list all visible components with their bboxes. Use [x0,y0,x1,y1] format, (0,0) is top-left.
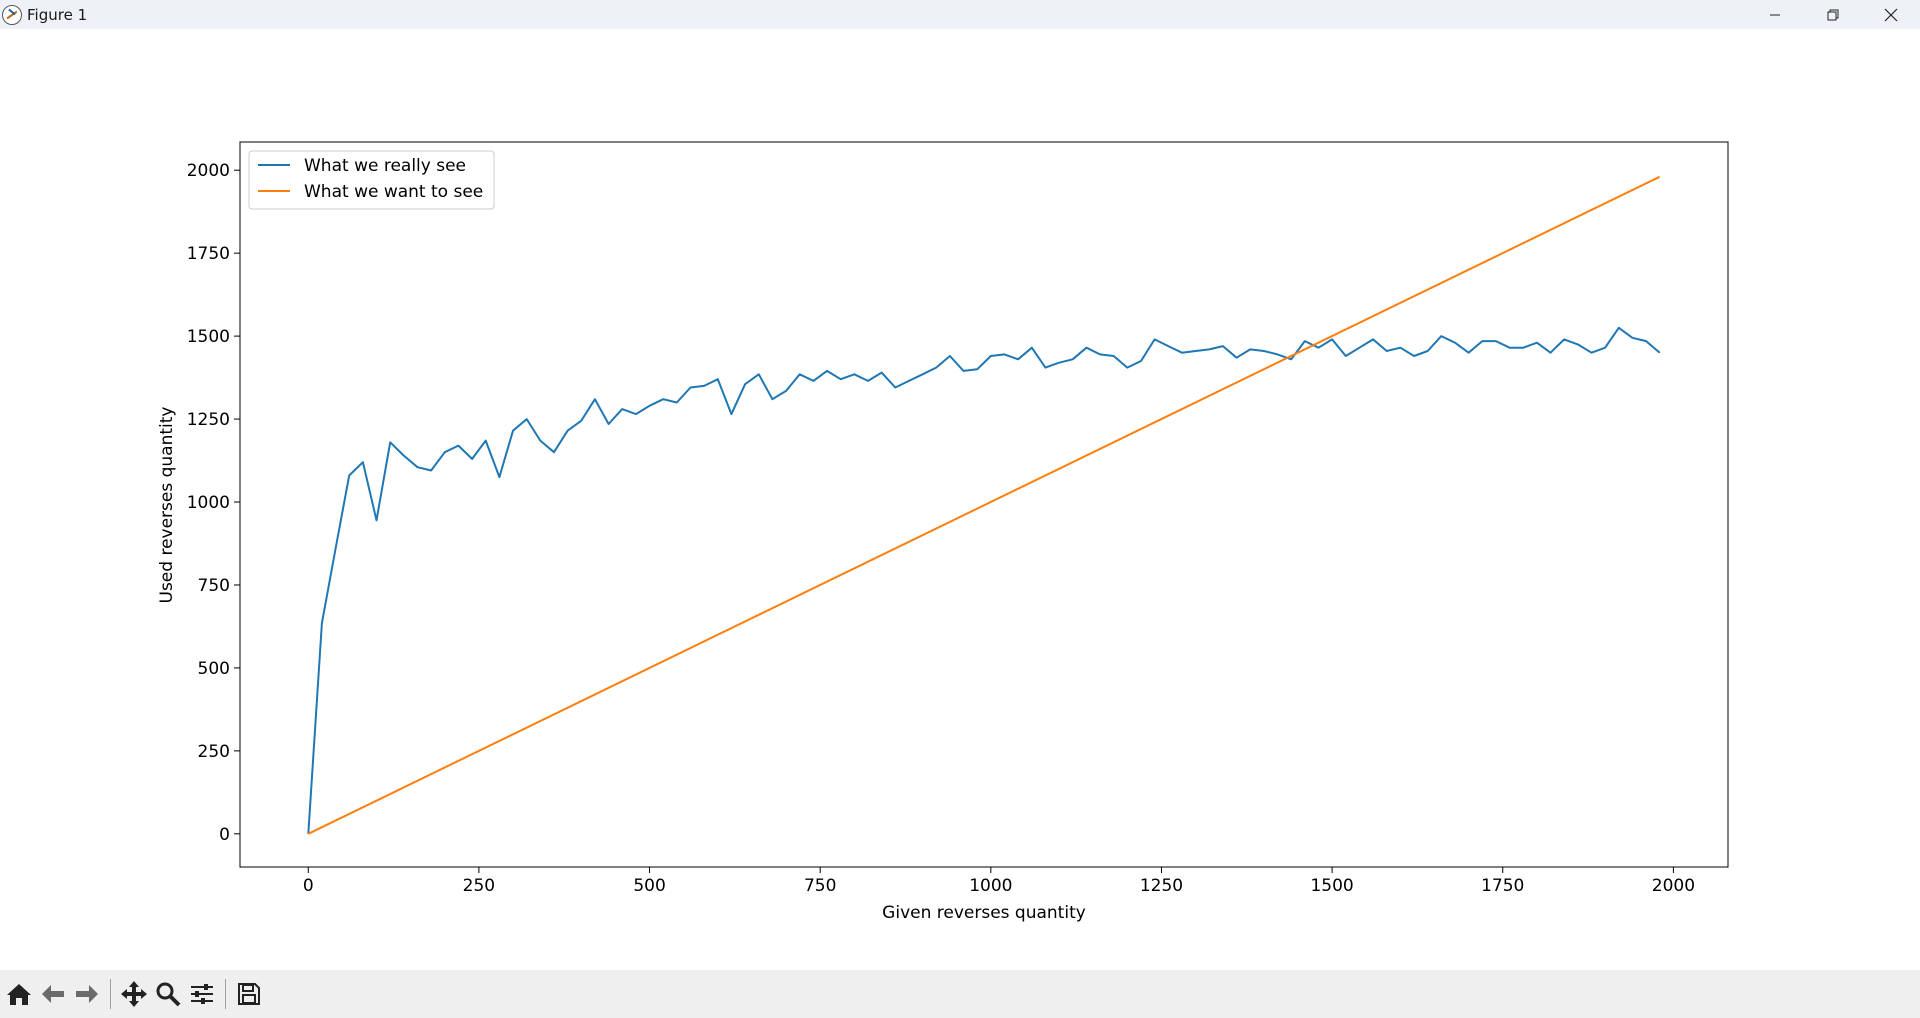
y-tick-label: 1000 [187,493,230,513]
forward-button[interactable] [70,977,104,1011]
y-tick-label: 1500 [187,327,230,347]
home-icon [7,984,31,1005]
y-tick-label: 0 [219,825,230,845]
pan-button[interactable] [117,977,151,1011]
window-controls [1746,0,1920,29]
window-titlebar: Figure 1 [0,0,1920,29]
x-tick-label: 2000 [1652,876,1695,896]
x-tick-label: 250 [463,876,495,896]
forward-arrow-icon [76,985,98,1003]
legend-box [248,150,495,210]
configure-subplots-icon [191,984,213,1004]
x-tick-label: 1500 [1310,876,1353,896]
zoom-button[interactable] [151,977,185,1011]
x-axis-label: Given reverses quantity [882,903,1086,923]
restore-button[interactable] [1804,0,1862,29]
y-tick-label: 250 [198,742,230,762]
line-chart: 0 250 500 750 1000 1250 1500 1750 2000 0 250 500 750… [157,141,1729,923]
minimize-icon [1770,14,1780,15]
series-line-what-we-want-to-see [307,175,1661,835]
back-button[interactable] [36,977,70,1011]
x-tick-label: 750 [804,876,836,896]
y-axis-label: Used reverses quantity [157,407,177,604]
series-line-what-we-really-see [307,326,1661,834]
y-tick-label: 1750 [187,244,230,264]
close-icon [1884,8,1898,21]
navigation-toolbar [0,970,1920,1018]
toolbar-separator [225,979,226,1009]
x-tick-label: 500 [633,876,665,896]
x-tick-label: 0 [303,876,314,896]
x-tick-label: 1250 [1140,876,1183,896]
toolbar-separator [110,979,111,1009]
y-tick-label: 2000 [187,161,230,181]
x-tick-label: 1000 [969,876,1012,896]
y-tick-label: 500 [198,659,230,679]
y-tick-label: 1250 [187,410,230,430]
configure-subplots-button[interactable] [185,977,219,1011]
app-icon [2,4,22,25]
restore-icon [1827,9,1839,20]
save-button[interactable] [232,977,266,1011]
save-icon [238,983,260,1005]
back-arrow-icon [42,985,64,1003]
legend: What we really see What we want to see [248,150,495,210]
legend-label-wanted: What we want to see [304,182,483,202]
close-button[interactable] [1862,0,1920,29]
figure-canvas[interactable]: 0 250 500 750 1000 1250 1500 1750 2000 0 250 500 750… [0,29,1920,970]
minimize-button[interactable] [1746,0,1804,29]
x-tick-label: 1750 [1481,876,1524,896]
window-title: Figure 1 [27,5,88,24]
legend-label-real: What we really see [304,156,466,176]
home-button[interactable] [2,977,36,1011]
axes-frame [239,141,1729,868]
y-tick-label: 750 [198,576,230,596]
pan-icon [121,981,147,1007]
zoom-icon [156,982,181,1007]
